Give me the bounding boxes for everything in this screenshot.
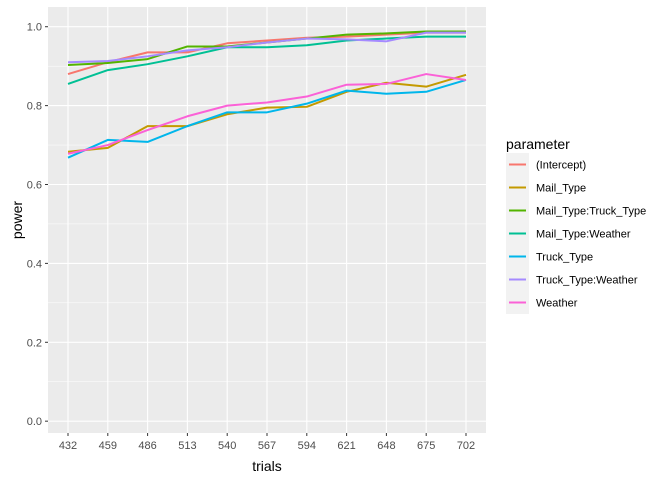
x-tick-label: 702: [457, 440, 475, 452]
legend-items: (Intercept) Mail_Type Mail_Type:Truck_Type…: [506, 153, 646, 314]
grid-major: [48, 7, 486, 433]
x-tick-label: 567: [258, 440, 276, 452]
series-line-1: [67, 31, 466, 76]
x-axis-label: trials: [252, 458, 282, 474]
series-lines: [67, 30, 467, 159]
y-tick-label: 0.8: [27, 101, 42, 113]
legend-title: parameter: [506, 136, 570, 152]
x-tick-label: 486: [138, 440, 156, 452]
y-tick-label: 0.4: [27, 258, 42, 270]
y-tick-label: 0.6: [27, 180, 42, 192]
series-line-6: [67, 31, 466, 64]
y-tick-label: 0.2: [27, 337, 42, 349]
y-axis: 0.0 0.2 0.4 0.6 0.8 1.0: [27, 22, 48, 428]
legend-label: (Intercept): [536, 160, 586, 172]
x-tick-label: 648: [377, 440, 395, 452]
x-tick-label: 513: [178, 440, 196, 452]
series-line-7: [67, 73, 467, 155]
legend-label: Mail_Type:Truck_Type: [536, 206, 646, 218]
series-line-5: [67, 79, 467, 159]
x-tick-label: 540: [218, 440, 236, 452]
legend-label: Mail_Type:Weather: [536, 229, 631, 241]
legend: parameter (Intercept) Mail_Type Mail_Type:…: [506, 136, 646, 314]
x-tick-label: 621: [337, 440, 355, 452]
legend-label: Truck_Type: [536, 252, 593, 264]
x-tick-label: 594: [298, 440, 316, 452]
y-axis-label: power: [9, 201, 25, 239]
x-axis: 432 459 486 513 540 567 594 621 648 675 702: [59, 433, 475, 452]
legend-label: Truck_Type:Weather: [536, 275, 638, 287]
x-tick-label: 459: [99, 440, 117, 452]
y-tick-label: 1.0: [27, 22, 42, 34]
legend-label: Mail_Type: [536, 183, 586, 195]
series-line-2: [67, 73, 467, 153]
x-tick-label: 432: [59, 440, 77, 452]
y-tick-label: 0.0: [27, 416, 42, 428]
x-tick-label: 675: [417, 440, 435, 452]
legend-label: Weather: [536, 298, 578, 310]
